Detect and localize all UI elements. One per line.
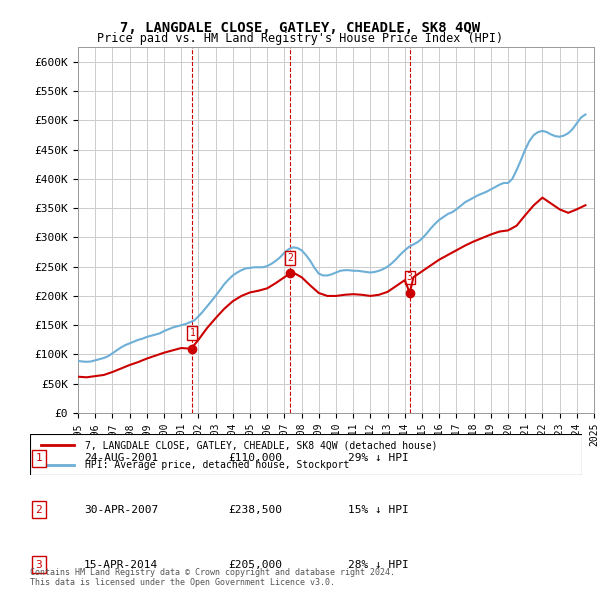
Text: 3: 3 [35, 560, 43, 569]
Text: 15% ↓ HPI: 15% ↓ HPI [348, 505, 409, 514]
Text: 1: 1 [35, 454, 43, 463]
Text: 30-APR-2007: 30-APR-2007 [84, 505, 158, 514]
Text: 7, LANGDALE CLOSE, GATLEY, CHEADLE, SK8 4QW (detached house): 7, LANGDALE CLOSE, GATLEY, CHEADLE, SK8 … [85, 440, 438, 450]
Text: £238,500: £238,500 [228, 505, 282, 514]
Text: HPI: Average price, detached house, Stockport: HPI: Average price, detached house, Stoc… [85, 460, 350, 470]
Text: 1: 1 [190, 328, 196, 338]
Text: Price paid vs. HM Land Registry's House Price Index (HPI): Price paid vs. HM Land Registry's House … [97, 32, 503, 45]
Text: Contains HM Land Registry data © Crown copyright and database right 2024.
This d: Contains HM Land Registry data © Crown c… [30, 568, 395, 587]
Text: 2: 2 [287, 253, 293, 263]
Text: £205,000: £205,000 [228, 560, 282, 569]
Text: 7, LANGDALE CLOSE, GATLEY, CHEADLE, SK8 4QW: 7, LANGDALE CLOSE, GATLEY, CHEADLE, SK8 … [120, 21, 480, 35]
Text: 28% ↓ HPI: 28% ↓ HPI [348, 560, 409, 569]
Text: 15-APR-2014: 15-APR-2014 [84, 560, 158, 569]
Text: 3: 3 [407, 273, 413, 283]
FancyBboxPatch shape [30, 434, 582, 475]
Text: 2: 2 [35, 505, 43, 514]
Text: 29% ↓ HPI: 29% ↓ HPI [348, 454, 409, 463]
Text: 24-AUG-2001: 24-AUG-2001 [84, 454, 158, 463]
Text: £110,000: £110,000 [228, 454, 282, 463]
